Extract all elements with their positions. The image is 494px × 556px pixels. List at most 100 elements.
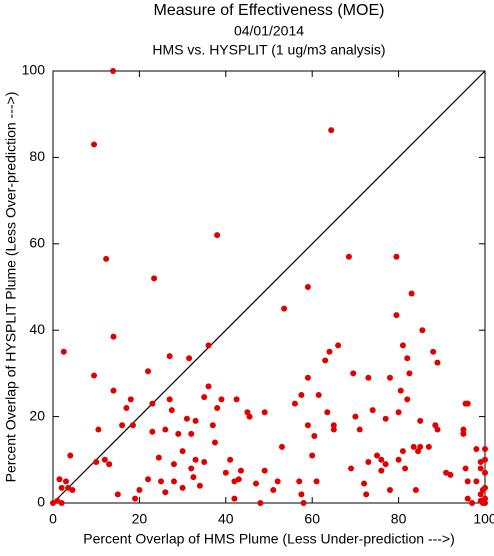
point	[67, 452, 74, 459]
point	[179, 448, 186, 455]
point	[127, 396, 134, 403]
point	[369, 407, 376, 414]
point	[430, 348, 437, 355]
point	[460, 430, 467, 437]
point	[361, 480, 368, 487]
point	[58, 500, 65, 506]
point	[315, 392, 322, 398]
point	[201, 458, 208, 465]
point	[246, 413, 253, 420]
point	[261, 467, 268, 474]
point	[477, 465, 484, 472]
point	[186, 355, 193, 362]
point	[395, 456, 402, 463]
point	[192, 456, 199, 463]
point	[311, 433, 318, 440]
point	[158, 478, 164, 485]
point	[412, 487, 419, 494]
point	[324, 409, 331, 416]
point	[168, 407, 175, 414]
x-tick-label: 80	[391, 511, 407, 527]
point	[406, 370, 413, 377]
point	[231, 495, 238, 502]
point	[188, 465, 195, 472]
point	[235, 476, 242, 483]
point	[298, 392, 305, 398]
point	[227, 456, 234, 463]
x-tick-label: 40	[218, 511, 234, 527]
point	[417, 443, 424, 450]
point	[309, 452, 316, 459]
point	[196, 482, 203, 489]
y-tick-label: 80	[29, 148, 45, 164]
y-tick-label: 100	[22, 62, 46, 78]
point	[482, 484, 488, 491]
chart-subtitle: 04/01/2014	[234, 23, 304, 39]
y-tick-label: 20	[29, 407, 45, 423]
chart-subtitle: HMS vs. HYSPLIT (1 ug/m3 analysis)	[152, 42, 385, 58]
point	[300, 500, 307, 506]
point	[328, 127, 335, 134]
point	[103, 255, 110, 262]
point	[62, 478, 69, 485]
point	[482, 469, 488, 476]
point	[101, 456, 108, 463]
point	[58, 484, 65, 491]
point	[304, 374, 311, 381]
point	[91, 141, 98, 148]
point	[212, 439, 218, 446]
y-tick-label: 0	[37, 494, 45, 510]
point	[402, 465, 409, 472]
point	[110, 68, 117, 74]
point	[274, 478, 281, 485]
point	[106, 461, 113, 468]
point	[257, 500, 264, 506]
diagonal-reference	[52, 70, 486, 504]
point	[313, 478, 320, 485]
x-tick-label: 0	[49, 511, 57, 527]
chart-title: Measure of Effectiveness (MOE)	[154, 2, 385, 19]
point	[322, 357, 329, 364]
point	[155, 454, 162, 461]
point	[464, 478, 471, 485]
point	[291, 400, 298, 407]
x-tick-label: 100	[473, 511, 494, 527]
point	[209, 422, 216, 429]
point	[166, 353, 173, 360]
point	[386, 487, 393, 494]
point	[393, 312, 400, 319]
point	[410, 443, 417, 450]
y-tick-label: 40	[29, 321, 45, 337]
point	[175, 430, 182, 437]
point	[382, 415, 389, 422]
point	[464, 495, 471, 502]
point	[345, 253, 352, 260]
point	[296, 478, 303, 485]
point	[162, 426, 169, 433]
point	[205, 342, 212, 349]
point	[132, 495, 139, 502]
point	[482, 456, 488, 463]
point	[348, 465, 355, 472]
point	[304, 422, 311, 429]
point	[214, 232, 221, 239]
point	[408, 290, 415, 297]
point	[378, 467, 385, 474]
point	[56, 476, 63, 483]
point	[270, 487, 277, 494]
point	[419, 327, 426, 334]
point	[69, 487, 76, 494]
point	[110, 387, 117, 394]
point	[233, 396, 240, 403]
point	[464, 400, 471, 407]
point	[473, 478, 480, 485]
point	[365, 458, 372, 465]
point	[136, 487, 143, 494]
point	[162, 489, 169, 496]
point	[350, 370, 357, 377]
point	[477, 497, 484, 504]
point	[460, 426, 467, 433]
point	[123, 404, 130, 411]
point	[205, 383, 212, 390]
